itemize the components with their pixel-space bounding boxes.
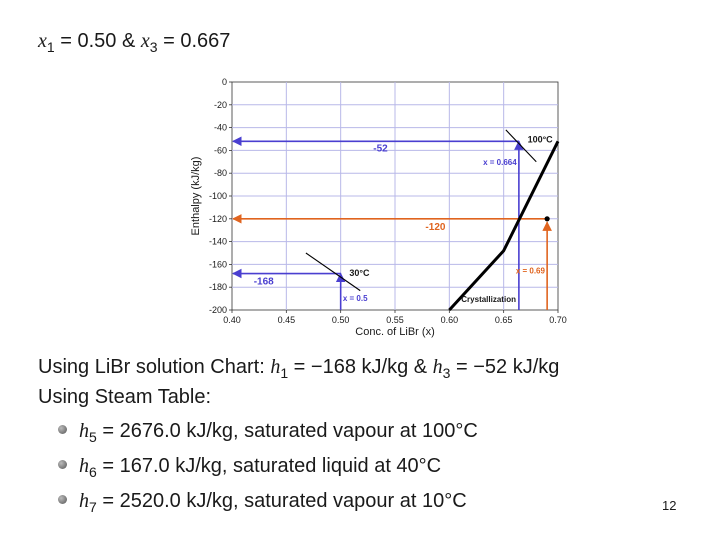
y-tick-label: -80: [214, 168, 227, 178]
label-x069: x = 0.69: [516, 267, 546, 276]
isotherm-label-30c: 30°C: [349, 268, 370, 278]
x1-val: = 0.50: [54, 30, 117, 52]
marks: -52 x = 0.664 -120 x = 0.69 -168 x = 0.5 Cryst…: [232, 129, 560, 312]
h1-sub: 1: [280, 365, 289, 381]
y-tick-label: -120: [209, 214, 227, 224]
x-tick-label: 0.55: [386, 315, 404, 325]
h6-var: h: [79, 455, 89, 477]
x3-val: = 0.667: [157, 30, 231, 52]
x3-sub: 3: [149, 39, 158, 55]
label-x0664: x = 0.664: [483, 158, 517, 167]
y-tick-label: -200: [209, 305, 227, 315]
bullet-dot: [58, 425, 67, 435]
y-tick-label: -140: [209, 237, 227, 247]
y-tick-label: -40: [214, 123, 227, 133]
h3-sub: 3: [442, 365, 451, 381]
h5-sub: 5: [89, 429, 97, 445]
crystallization-line: [448, 140, 560, 312]
x-tick-label: 0.50: [332, 315, 350, 325]
enthalpy-concentration-chart: 0.40 0.45 0.50 0.55 0.60 0.65 0.70 0 -20 -40 -60 -8…: [190, 77, 567, 338]
y-tick-label: -100: [209, 191, 227, 201]
isotherm-100c: [505, 129, 537, 163]
x-axis-label: Conc. of LiBr (x): [355, 326, 434, 338]
y-tick-label: -60: [214, 145, 227, 155]
bullet-h6: h6 = 167.0 kJ/kg, saturated liquid at 40…: [58, 455, 441, 480]
x1-sub: 1: [46, 39, 55, 55]
x-tick-label: 0.45: [278, 315, 296, 325]
h7-var: h: [79, 490, 89, 512]
h5-var: h: [79, 420, 89, 442]
x-tick-label: 0.70: [549, 315, 567, 325]
y-tick-label: -160: [209, 259, 227, 269]
x-tick-label: 0.60: [441, 315, 459, 325]
h6-sub: 6: [89, 464, 97, 480]
h7-sub: 7: [89, 499, 97, 515]
y-tick-label: -20: [214, 100, 227, 110]
page-number: 12: [662, 498, 677, 513]
label-x05: x = 0.5: [343, 294, 368, 303]
ticks: 0.40 0.45 0.50 0.55 0.60 0.65 0.70 0 -20 -40 -60 -8…: [209, 77, 567, 325]
x1-var: x: [38, 30, 47, 52]
h3-var: h: [432, 356, 443, 378]
amp: &: [121, 30, 141, 52]
x3-var: x: [140, 30, 150, 52]
bullet-h7: h7 = 2520.0 kJ/kg, saturated vapour at 1…: [58, 490, 467, 515]
h5-text: = 2676.0 kJ/kg, saturated vapour at 100°…: [96, 420, 478, 442]
y-tick-label: 0: [222, 77, 227, 87]
h3-val: = −52 kJ/kg: [450, 356, 560, 378]
label-crystallization: Crystallization: [461, 295, 516, 304]
bullet-h5: h5 = 2676.0 kJ/kg, saturated vapour at 1…: [58, 420, 478, 445]
h7-text: = 2520.0 kJ/kg, saturated vapour at 10°C: [96, 490, 467, 512]
grid: [231, 81, 559, 311]
label-neg168: -168: [254, 277, 274, 288]
bullet-dot: [58, 495, 67, 505]
isotherm-label-100c: 100°C: [528, 134, 554, 144]
result-line: Using LiBr solution Chart: h1 = −168 kJ/…: [38, 356, 559, 381]
x-tick-label: 0.65: [495, 315, 513, 325]
h1-var: h: [270, 356, 281, 378]
h1-val: = −168 kJ/kg &: [288, 356, 433, 378]
bullet-dot: [58, 460, 67, 470]
point-069-neg120: [544, 216, 550, 222]
header-equation: x1 = 0.50 & x3 = 0.667: [38, 30, 230, 55]
isotherm-30c: [305, 252, 361, 292]
steam-table-line: Using Steam Table:: [38, 386, 212, 408]
y-axis-label: Enthalpy (kJ/kg): [190, 157, 202, 236]
y-tick-label: -180: [209, 282, 227, 292]
h6-text: = 167.0 kJ/kg, saturated liquid at 40°C: [96, 455, 442, 477]
x-tick-label: 0.40: [223, 315, 241, 325]
label-neg52: -52: [373, 143, 388, 154]
label-neg120: -120: [425, 222, 445, 233]
line1-prefix: Using LiBr solution Chart:: [38, 356, 271, 378]
